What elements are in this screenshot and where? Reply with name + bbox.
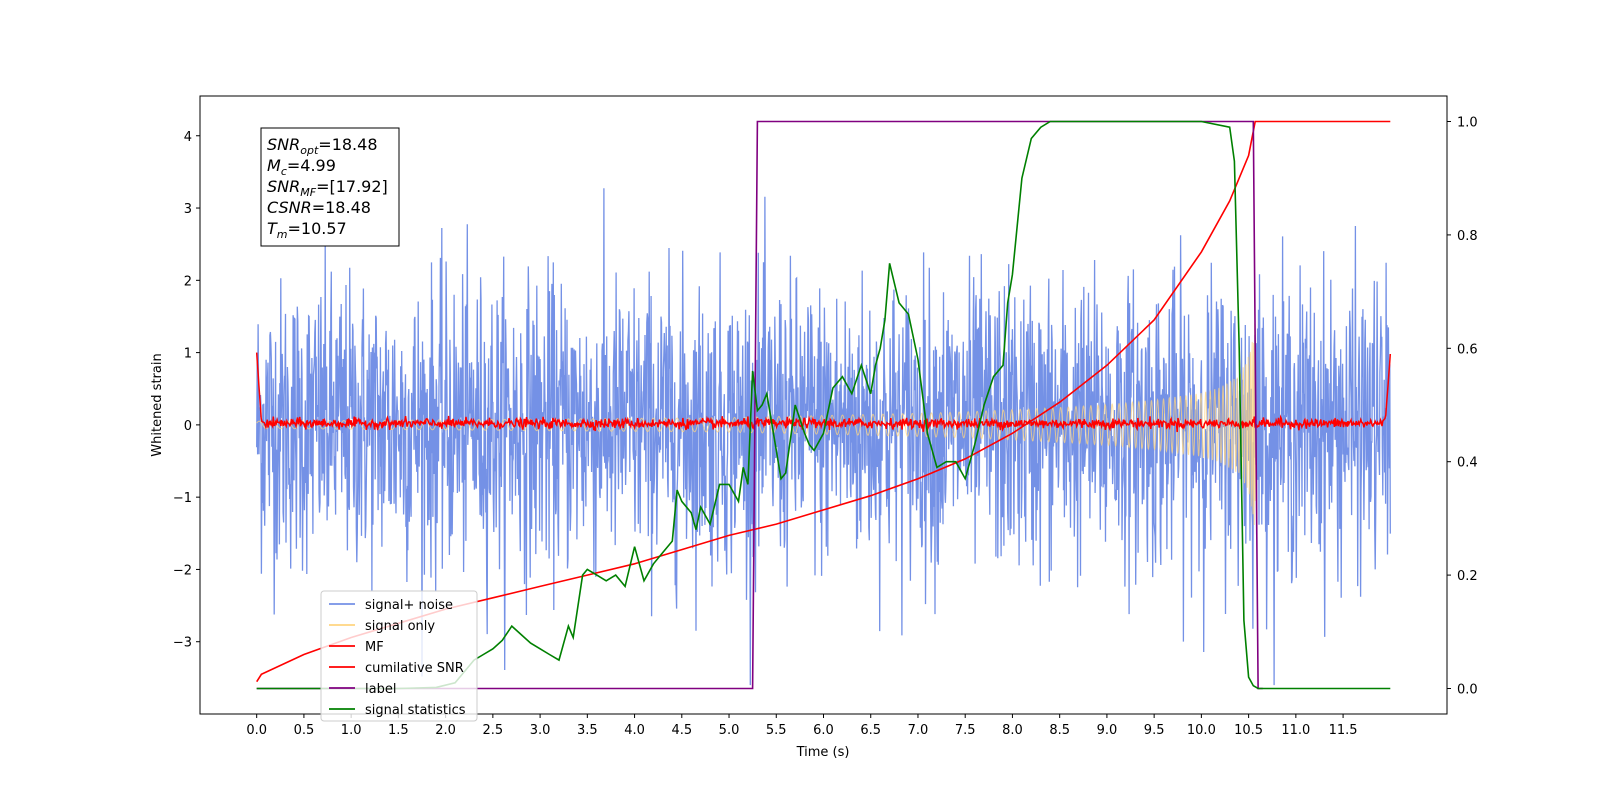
- x-tick-label: 3.5: [577, 723, 598, 738]
- y-axis-label: Whitened strain: [150, 353, 165, 456]
- y-right-tick-label: 0.0: [1457, 682, 1478, 697]
- x-tick-label: 1.5: [388, 723, 409, 738]
- x-tick-label: 4.0: [624, 723, 645, 738]
- x-tick-label: 8.5: [1049, 723, 1070, 738]
- y-tick-label: 1: [184, 347, 192, 362]
- annotation-line: Mc=4.99: [267, 156, 336, 178]
- annotation-line: SNRMF=[17.92]: [267, 177, 388, 199]
- annotation-line: SNRopt=18.48: [267, 135, 378, 157]
- x-tick-label: 11.5: [1329, 723, 1358, 738]
- x-tick-label: 0.5: [294, 723, 315, 738]
- legend-label: signal only: [365, 619, 435, 634]
- annotation-box: SNRopt=18.48Mc=4.99SNRMF=[17.92]CSNR=18.…: [260, 127, 400, 247]
- x-tick-label: 2.0: [435, 723, 456, 738]
- x-tick-label: 6.5: [860, 723, 881, 738]
- legend-frame: [320, 590, 478, 722]
- x-tick-label: 5.0: [719, 723, 740, 738]
- y-tick-label: 0: [184, 419, 192, 434]
- y-tick-label: 4: [184, 130, 192, 145]
- x-tick-label: 11.0: [1281, 723, 1310, 738]
- x-tick-label: 9.0: [1097, 723, 1118, 738]
- x-tick-label: 6.0: [813, 723, 834, 738]
- x-tick-label: 3.0: [530, 723, 551, 738]
- series-signal-noise: [256, 188, 1391, 686]
- legend-label: signal+ noise: [365, 598, 453, 613]
- series-mf: [255, 352, 1392, 433]
- y-tick-label: 2: [184, 274, 192, 289]
- y-tick-label: −2: [173, 563, 192, 578]
- legend-label: label: [365, 682, 396, 697]
- y-right-tick-label: 0.2: [1457, 569, 1478, 584]
- legend: signal+ noise signal only MF cumilative SNR…: [320, 590, 478, 722]
- y-right-tick-label: 0.8: [1457, 229, 1478, 244]
- annotation-line: CSNR=18.48: [267, 198, 371, 217]
- y-tick-label: −3: [173, 636, 192, 651]
- x-tick-label: 7.5: [955, 723, 976, 738]
- x-tick-label: 10.5: [1234, 723, 1263, 738]
- x-tick-label: 9.5: [1144, 723, 1165, 738]
- x-tick-label: 0.0: [246, 723, 267, 738]
- x-axis-label: Time (s): [796, 745, 850, 760]
- x-tick-label: 1.0: [341, 723, 362, 738]
- x-tick-label: 10.0: [1187, 723, 1216, 738]
- y-right-tick-label: 0.4: [1457, 456, 1478, 471]
- y-right-tick-label: 1.0: [1457, 116, 1478, 131]
- legend-label: MF: [365, 640, 384, 655]
- x-tick-label: 2.5: [483, 723, 504, 738]
- y-tick-label: −1: [173, 491, 192, 506]
- y-tick-label: 3: [184, 202, 192, 217]
- x-tick-label: 5.5: [766, 723, 787, 738]
- x-tick-label: 7.0: [908, 723, 929, 738]
- annotation-frame: [260, 127, 400, 247]
- signal-noise-layer: [256, 188, 1391, 686]
- y-right-tick-label: 0.6: [1457, 342, 1478, 357]
- annotation-line: Tm=10.57: [267, 219, 347, 241]
- legend-label: cumilative SNR: [365, 661, 464, 676]
- legend-label: signal statistics: [365, 703, 466, 718]
- x-tick-label: 8.0: [1002, 723, 1023, 738]
- axes-layer: 0.0 0.5 1.0 1.5 2.0 2.5 3.0 3.5 4.0 4.5 5.0 5.5 6.0 6…: [173, 116, 1478, 738]
- series-signal-statistics: [256, 120, 1391, 690]
- x-tick-label: 4.5: [671, 723, 692, 738]
